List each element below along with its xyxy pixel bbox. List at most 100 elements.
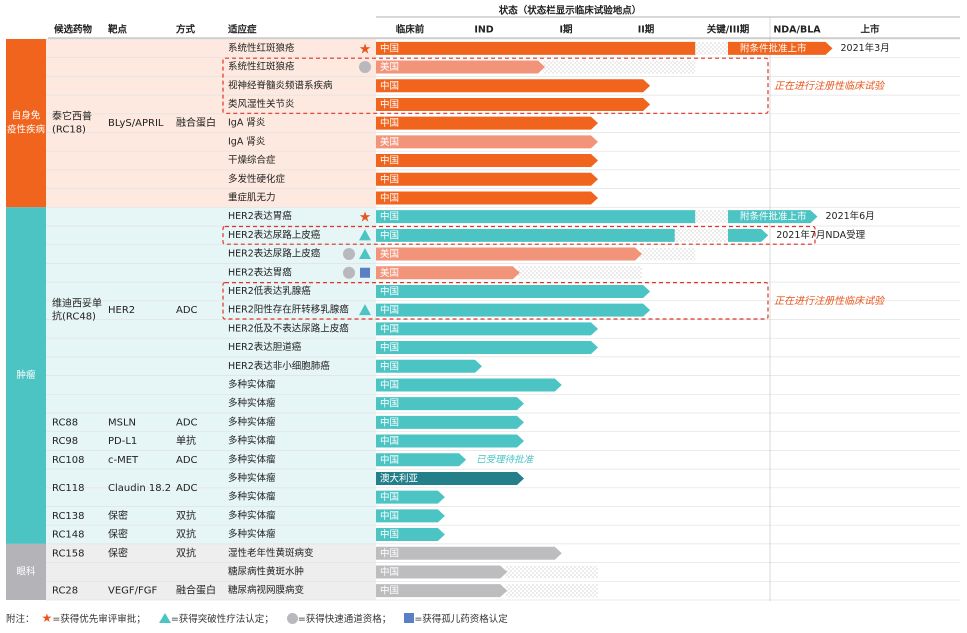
column-header: 方式 — [176, 24, 196, 36]
region-label: 中国 — [380, 304, 399, 316]
indication-label: 重症肌无力 — [228, 191, 276, 203]
trial-box-label: 正在进行注册性临床试验 — [774, 295, 886, 307]
indication-label: HER2阳性存在肝转移乳腺癌 — [228, 304, 349, 316]
trial-box — [222, 57, 769, 114]
stage-bar — [376, 509, 445, 523]
stage-bar — [376, 378, 562, 392]
region-label: 中国 — [380, 155, 399, 167]
indication-label: HER2表达尿路上皮癌 — [228, 248, 321, 260]
region-label: 中国 — [380, 173, 399, 185]
indication-label: HER2表达尿路上皮癌 — [228, 229, 321, 241]
stage-bar — [376, 584, 508, 598]
circle-icon — [286, 613, 298, 624]
stage-bar — [376, 60, 545, 74]
stage-bar — [376, 359, 482, 373]
stage-bar — [376, 172, 598, 186]
drug-modality: 单抗 — [176, 434, 196, 447]
footnote-prefix: 附注： — [6, 614, 35, 625]
triangle-icon — [359, 229, 371, 241]
stage-bar — [376, 154, 598, 168]
stage-bar — [376, 434, 524, 448]
drug-name: RC88 — [52, 417, 78, 428]
drug-name: RC108 — [52, 455, 85, 466]
indication-label: 多种实体瘤 — [228, 378, 276, 390]
stage-bar — [376, 97, 651, 111]
drug-name: (RC18) — [52, 125, 86, 136]
square-icon — [360, 267, 370, 278]
circle-icon — [359, 61, 371, 74]
group-label: 眼科 — [16, 565, 36, 577]
drug-modality: ADC — [176, 455, 198, 466]
indication-label: 类风湿性关节炎 — [228, 98, 295, 110]
square-icon — [404, 613, 415, 623]
group-band — [6, 543, 46, 600]
group-label: 疫性疾病 — [7, 124, 46, 136]
drug-target: HER2 — [108, 305, 135, 316]
region-label: 中国 — [380, 510, 399, 522]
indication-label: 干燥综合症 — [228, 154, 276, 166]
drug-modality: 融合蛋白 — [176, 584, 216, 597]
region-label: 中国 — [380, 211, 399, 223]
stage-bar — [376, 79, 651, 93]
region-label: 中国 — [380, 454, 399, 466]
status-title: 状态（状态栏显示临床试验地点） — [499, 5, 642, 17]
progress-hatch — [505, 565, 598, 579]
drug-name: RC158 — [52, 548, 85, 559]
stage-bar — [376, 565, 508, 579]
region-label: 中国 — [380, 379, 399, 391]
indication-label: 多种实体瘤 — [228, 416, 276, 428]
indication-label: HER2表达非小细胞肺癌 — [228, 360, 330, 372]
drug-target: Claudin 18.2 — [108, 483, 171, 494]
indication-label: 多种实体瘤 — [228, 491, 276, 503]
stage-bar — [376, 490, 445, 504]
approval-bar — [728, 210, 818, 224]
indication-label: 系统性红斑狼疮 — [228, 42, 295, 54]
approval-bar — [728, 228, 769, 242]
stage-bar — [376, 546, 562, 560]
drug-modality: 双抗 — [176, 546, 196, 559]
indication-label: 多种实体瘤 — [228, 509, 276, 521]
stage-bar — [376, 322, 598, 336]
region-label: 美国 — [380, 61, 399, 73]
drug-name: RC98 — [52, 436, 78, 447]
region-label: 美国 — [380, 136, 399, 148]
indication-label: 系统性红斑狼疮 — [228, 61, 295, 73]
region-label: 中国 — [380, 585, 399, 597]
region-label: 中国 — [380, 566, 399, 578]
footnote-star-text: =获得优先审评审批； — [52, 614, 146, 625]
indication-label: HER2表达胃癌 — [228, 266, 292, 278]
column-header: 靶点 — [108, 24, 128, 36]
phase-header: II期 — [638, 24, 655, 36]
indication-label: 多种实体瘤 — [228, 397, 276, 409]
drug-modality: 双抗 — [176, 528, 196, 541]
group-label: 自身免 — [12, 110, 41, 122]
star-icon: ★ — [359, 41, 372, 57]
region-label: 中国 — [380, 435, 399, 447]
drug-modality: ADC — [176, 483, 198, 494]
star-icon: ★ — [41, 611, 53, 625]
stage-bar — [376, 397, 524, 411]
indication-label: HER2低及不表达尿路上皮癌 — [228, 322, 349, 334]
region-label: 中国 — [380, 80, 399, 92]
region-label: 中国 — [380, 42, 399, 54]
stage-bar — [376, 341, 598, 355]
circle-icon — [343, 266, 355, 279]
stage-bar — [376, 415, 524, 429]
group-band — [6, 207, 46, 544]
phase-header: 关键/III期 — [707, 24, 750, 36]
drug-name: RC118 — [52, 483, 85, 494]
indication-label: HER2低表达乳腺癌 — [228, 285, 311, 297]
region-label: 中国 — [380, 229, 399, 241]
approval-label: 附条件批准上市 — [740, 211, 807, 223]
triangle-icon — [359, 248, 371, 260]
progress-hatch — [505, 584, 598, 598]
triangle-icon — [158, 613, 171, 623]
approval-bar — [728, 41, 833, 55]
phase-header: 临床前 — [396, 24, 425, 36]
stage-bar — [376, 191, 598, 205]
date-note: 2021年6月 — [826, 210, 875, 222]
drug-name: 泰它西普 — [52, 110, 92, 123]
indication-label: HER2表达胆道癌 — [228, 341, 302, 353]
stage-bar — [376, 528, 445, 542]
phase-header: I期 — [559, 24, 572, 36]
